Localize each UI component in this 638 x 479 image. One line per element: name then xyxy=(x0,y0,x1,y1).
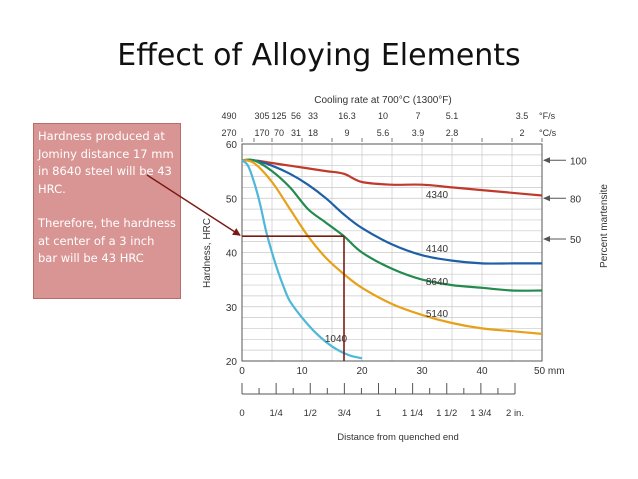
top-tick-label: 10 xyxy=(378,111,388,121)
plot-frame xyxy=(241,143,543,362)
right-axis-title: Percent martensite xyxy=(599,184,610,268)
series-line-4140 xyxy=(241,158,542,265)
martensite-marker-arrow xyxy=(543,195,550,202)
top-unit-label: °C/s xyxy=(539,128,557,138)
top-tick-label: 2 xyxy=(519,128,524,138)
martensite-marker-label: 80 xyxy=(570,194,582,205)
top-tick-label: 5.1 xyxy=(446,111,459,121)
top-tick-label: 490 xyxy=(221,111,236,121)
x-tick-label-inch: 0 xyxy=(239,408,244,419)
x-tick-label-inch: 1 xyxy=(376,408,381,419)
x-tick-label-mm: 20 xyxy=(356,366,368,377)
callout-box: Hardness produced at Jominy distance 17 … xyxy=(33,123,181,299)
top-tick-label: 33 xyxy=(308,111,318,121)
top-tick-label: 305 xyxy=(254,111,269,121)
y-tick-label: 30 xyxy=(226,303,238,314)
series-line-8640 xyxy=(241,158,543,292)
y-tick-label: 20 xyxy=(226,357,238,368)
top-tick-label: 16.3 xyxy=(338,111,356,121)
top-tick-label: 3.5 xyxy=(516,111,529,121)
top-tick-label: 2.8 xyxy=(446,128,459,138)
x-tick-label-inch: 1/2 xyxy=(304,408,317,419)
series-line-5140 xyxy=(241,159,543,335)
top-tick-label: 31 xyxy=(291,128,301,138)
x-tick-label-inch: 1/4 xyxy=(270,408,283,419)
x-tick-label-mm: 10 xyxy=(296,366,308,377)
x-tick-label-inch: 1 1/2 xyxy=(436,408,457,419)
top-tick-label: 56 xyxy=(291,111,301,121)
series-label-8640: 8640 xyxy=(426,277,449,288)
x-tick-label-inch: 1 3/4 xyxy=(470,408,491,419)
top-tick-label: 3.9 xyxy=(412,128,425,138)
martensite-marker-label: 50 xyxy=(570,235,582,246)
top-tick-label: 170 xyxy=(254,128,269,138)
top-axis-title: Cooling rate at 700°C (1300°F) xyxy=(314,95,452,106)
chart-grid xyxy=(241,143,543,362)
slide-title: Effect of Alloying Elements xyxy=(117,38,521,73)
x-tick-label-inch: 1 1/4 xyxy=(402,408,423,419)
top-tick-label: 7 xyxy=(415,111,420,121)
callout-text-1: Hardness produced at Jominy distance 17 … xyxy=(38,129,174,196)
y-tick-label: 60 xyxy=(226,140,238,151)
callout-arrow xyxy=(146,174,241,236)
axes: 20 30 40 50 60 Hardness, HRC 0 10 20 30 40 50 mm 0 1/… xyxy=(202,95,610,443)
series-label-1040: 1040 xyxy=(325,334,348,345)
callout-text-2: Therefore, the hardness at center of a 3… xyxy=(38,216,176,265)
x-axis-title: Distance from quenched end xyxy=(337,432,458,443)
top-tick-label: 70 xyxy=(274,128,284,138)
series-label-5140: 5140 xyxy=(426,309,449,320)
top-tick-label: 270 xyxy=(221,128,236,138)
series-line-1040 xyxy=(241,159,363,360)
y-axis-title: Hardness, HRC xyxy=(202,218,213,288)
series-label-4340: 4340 xyxy=(426,190,449,201)
top-tick-label: 9 xyxy=(344,128,349,138)
martensite-marker-arrow xyxy=(543,235,550,242)
x-tick-label-mm: 30 xyxy=(416,366,428,377)
x-tick-label-mm: 50 mm xyxy=(534,366,565,377)
series-label-4140: 4140 xyxy=(426,244,449,255)
annotation-layer xyxy=(146,174,345,361)
top-tick-label: 18 xyxy=(308,128,318,138)
top-tick-label: 125 xyxy=(271,111,286,121)
y-tick-label: 50 xyxy=(226,194,238,205)
x-tick-label-inch: 3/4 xyxy=(338,408,351,419)
series-line-4340 xyxy=(241,158,543,197)
top-tick-label: 5.6 xyxy=(377,128,390,138)
martensite-marker-arrow xyxy=(543,157,550,164)
top-unit-label: °F/s xyxy=(539,111,556,121)
x-tick-label-mm: 0 xyxy=(239,366,245,377)
y-tick-label: 40 xyxy=(226,249,238,260)
martensite-marker-label: 100 xyxy=(570,156,587,167)
x-tick-label-inch: 2 in. xyxy=(506,408,524,419)
series-layer: 4340 4140 8640 5140 1040 xyxy=(241,158,543,360)
x-tick-label-mm: 40 xyxy=(476,366,488,377)
